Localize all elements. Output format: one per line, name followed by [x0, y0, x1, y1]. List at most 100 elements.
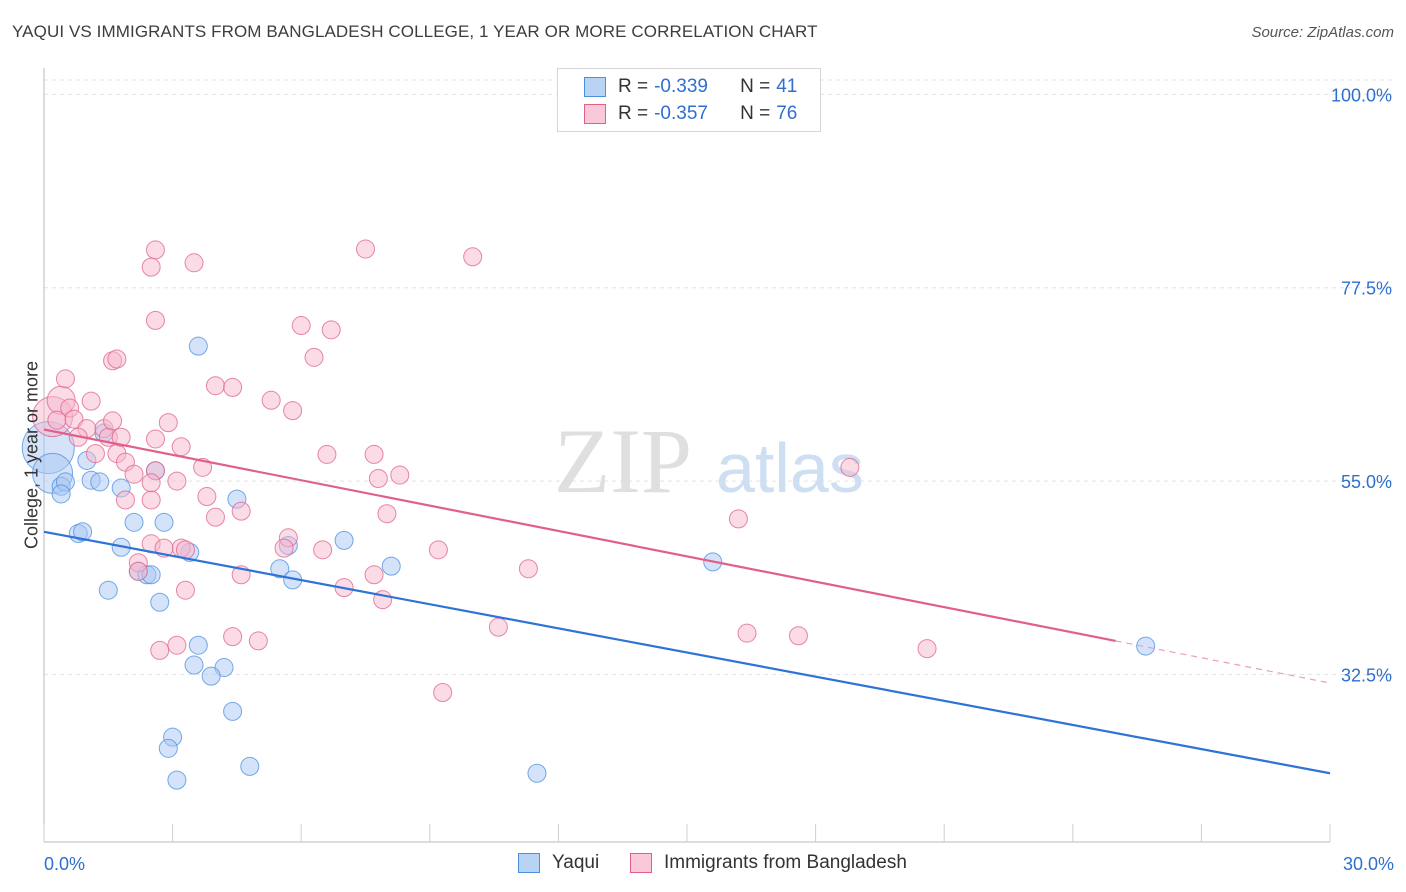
- legend-swatch-bangladesh: [584, 104, 606, 124]
- y-tick-label-1: 77.5%: [1341, 279, 1392, 299]
- point-0-33: [167, 770, 187, 790]
- data-points: [21, 239, 1156, 790]
- grid-lines: [44, 79, 1392, 675]
- point-1-17: [107, 349, 127, 369]
- point-1-62: [150, 640, 170, 660]
- legend-n-label: N =: [740, 103, 771, 124]
- trend-line-0: [43, 530, 1331, 775]
- point-1-71: [788, 626, 808, 646]
- point-1-30: [205, 376, 225, 396]
- series-legend-bangladesh[interactable]: Immigrants from Bangladesh: [630, 852, 907, 874]
- point-1-29: [197, 487, 217, 507]
- point-0-4: [51, 484, 71, 504]
- point-1-64: [248, 631, 268, 651]
- point-1-36: [141, 257, 161, 277]
- watermark: ZIP atlas: [554, 410, 864, 512]
- point-1-12: [103, 411, 123, 431]
- point-1-49: [390, 465, 410, 485]
- legend-n-value: 41: [776, 76, 798, 97]
- series-legend: Yaqui Immigrants from Bangladesh: [0, 852, 1406, 878]
- point-1-3: [55, 369, 75, 389]
- y-tick-label-0: 100.0%: [1331, 85, 1392, 105]
- point-0-29: [184, 655, 204, 675]
- point-1-46: [317, 444, 337, 464]
- point-1-43: [283, 401, 303, 421]
- point-1-63: [223, 627, 243, 647]
- legend-row-yaqui: R = -0.339 N = 41: [584, 74, 797, 100]
- point-1-42: [261, 390, 281, 410]
- point-1-31: [223, 377, 243, 397]
- point-1-59: [488, 617, 508, 637]
- point-0-35: [240, 756, 260, 776]
- legend-r-label: R =: [618, 103, 649, 124]
- point-0-13: [124, 512, 144, 532]
- point-1-35: [145, 240, 165, 260]
- legend-n-value: 76: [776, 103, 798, 124]
- point-1-40: [321, 320, 341, 340]
- point-1-37: [184, 253, 204, 273]
- point-1-44: [356, 239, 375, 259]
- point-1-56: [428, 540, 448, 560]
- point-1-60: [175, 580, 195, 600]
- point-1-68: [167, 471, 187, 491]
- point-0-24: [270, 559, 290, 579]
- x-tick-label-1: 30.0%: [1343, 854, 1394, 874]
- series-swatch-bangladesh: [630, 853, 652, 873]
- point-1-57: [377, 504, 397, 524]
- series-legend-yaqui[interactable]: Yaqui: [518, 852, 599, 874]
- point-1-47: [364, 444, 384, 464]
- point-1-73: [728, 509, 748, 529]
- point-1-61: [167, 635, 187, 655]
- point-0-18: [98, 580, 118, 600]
- point-0-32: [158, 738, 178, 758]
- point-1-70: [737, 623, 757, 643]
- point-1-33: [231, 501, 251, 521]
- point-1-9: [85, 444, 105, 464]
- point-1-58: [518, 559, 538, 579]
- point-1-69: [141, 473, 161, 493]
- legend-row-bangladesh: R = -0.357 N = 76: [584, 101, 797, 127]
- point-1-48: [368, 468, 388, 488]
- point-1-19: [145, 429, 165, 449]
- point-1-38: [145, 310, 165, 330]
- trend-line-1: [43, 428, 1116, 642]
- point-0-38: [1136, 636, 1156, 656]
- y-axis-label: College, 1 year or more: [21, 360, 42, 550]
- point-1-24: [115, 490, 135, 510]
- point-1-32: [205, 507, 225, 527]
- point-0-27: [334, 530, 354, 550]
- point-1-14: [111, 427, 131, 447]
- point-1-23: [171, 437, 191, 457]
- point-1-20: [158, 413, 178, 433]
- tick-labels: 100.0% 77.5% 55.0% 32.5% 0.0% 30.0%: [44, 85, 1394, 874]
- source-label: Source: ZipAtlas.com: [1251, 24, 1394, 41]
- point-1-41: [304, 347, 324, 367]
- x-tick-label-0: 0.0%: [44, 854, 85, 874]
- point-0-28: [381, 556, 401, 576]
- point-0-40: [73, 522, 93, 542]
- series-swatch-yaqui: [518, 853, 540, 873]
- point-1-67: [128, 561, 148, 581]
- stats-legend: R = -0.339 N = 41 R = -0.357 N = 76: [557, 68, 821, 132]
- point-1-65: [433, 682, 453, 702]
- series-0-points: [21, 336, 1156, 790]
- chart-title: YAQUI VS IMMIGRANTS FROM BANGLADESH COLL…: [12, 22, 818, 41]
- point-0-36: [527, 763, 547, 783]
- point-0-7: [90, 472, 110, 492]
- point-0-30: [201, 666, 221, 686]
- point-1-5: [64, 409, 84, 429]
- series-1-points: [32, 239, 937, 702]
- point-0-39: [188, 635, 208, 655]
- point-1-53: [364, 565, 384, 585]
- point-1-45: [463, 247, 483, 267]
- point-1-39: [291, 316, 311, 336]
- legend-n-label: N =: [740, 76, 771, 97]
- series-label-bangladesh: Immigrants from Bangladesh: [664, 852, 907, 873]
- legend-r-value: -0.339: [654, 76, 708, 97]
- point-1-22: [141, 490, 161, 510]
- y-tick-label-2: 55.0%: [1341, 472, 1392, 492]
- point-0-20: [188, 336, 208, 356]
- point-1-51: [274, 538, 294, 558]
- point-1-25: [193, 457, 213, 477]
